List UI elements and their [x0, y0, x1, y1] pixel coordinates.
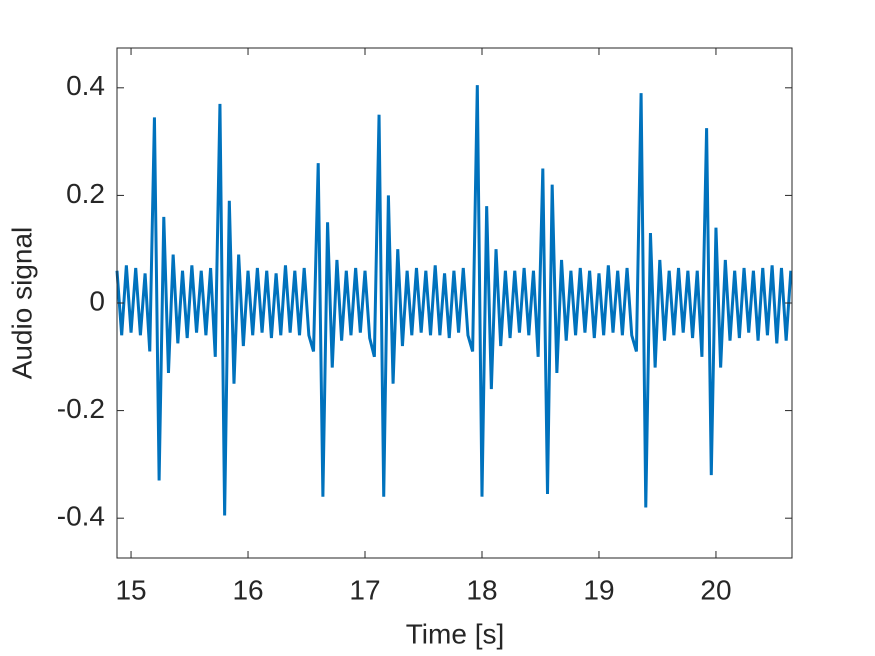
x-tick-label: 20: [700, 574, 731, 605]
x-tick-label: 18: [466, 574, 497, 605]
y-tick-label: -0.4: [57, 501, 105, 532]
x-tick-label: 15: [115, 574, 146, 605]
x-tick-label: 16: [232, 574, 263, 605]
y-tick-label: -0.2: [57, 393, 105, 424]
y-tick-label: 0: [89, 285, 105, 316]
y-tick-label: 0.2: [66, 178, 105, 209]
signal-line: [115, 85, 793, 516]
x-tick-label: 17: [349, 574, 380, 605]
y-axis-label: Audio signal: [6, 227, 37, 380]
y-tick-label: 0.4: [66, 70, 105, 101]
x-tick-label: 19: [583, 574, 614, 605]
x-axis-label: Time [s]: [406, 618, 505, 649]
